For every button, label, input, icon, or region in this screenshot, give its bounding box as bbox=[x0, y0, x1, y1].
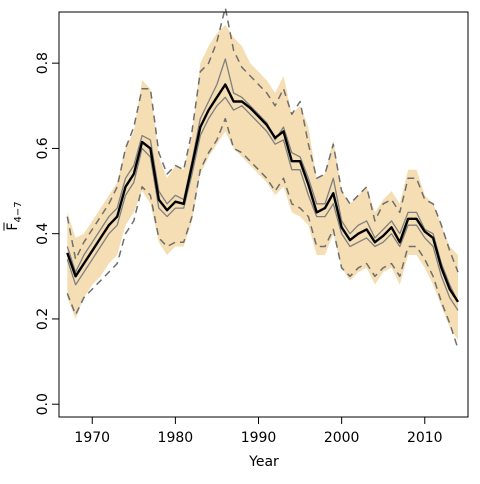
lower-gray-line bbox=[66, 96, 459, 311]
upper-gray-line bbox=[66, 58, 459, 303]
x-tick-label: 1970 bbox=[74, 430, 110, 446]
y-axis-title: F4−7 bbox=[3, 201, 24, 231]
x-tick-label: 1990 bbox=[241, 430, 277, 446]
confidence-band bbox=[67, 24, 459, 341]
x-tick-label: 2000 bbox=[324, 430, 360, 446]
svg-text:F4−7: F4−7 bbox=[5, 201, 24, 230]
y-tick-label: 0.0 bbox=[35, 393, 51, 415]
x-axis: 1970 1980 1990 2000 2010 bbox=[74, 417, 443, 446]
lower-dashed-line bbox=[66, 117, 459, 350]
y-tick-label: 0.2 bbox=[35, 308, 51, 330]
y-tick-label: 0.4 bbox=[35, 222, 51, 244]
plot-frame bbox=[58, 11, 469, 418]
y-axis: 0.0 0.2 0.4 0.6 0.8 bbox=[35, 52, 59, 415]
estimate-line bbox=[66, 83, 460, 303]
plot-area bbox=[66, 6, 460, 350]
y-tick-label: 0.6 bbox=[35, 137, 51, 159]
upper-dashed-line bbox=[66, 6, 459, 273]
y-axis-title-subscript: 4−7 bbox=[13, 201, 24, 222]
x-tick-label: 2010 bbox=[407, 430, 443, 446]
x-tick-label: 1980 bbox=[158, 430, 194, 446]
x-axis-title: Year bbox=[248, 454, 279, 470]
y-axis-title-base: F bbox=[5, 223, 21, 231]
y-tick-label: 0.8 bbox=[35, 52, 51, 74]
